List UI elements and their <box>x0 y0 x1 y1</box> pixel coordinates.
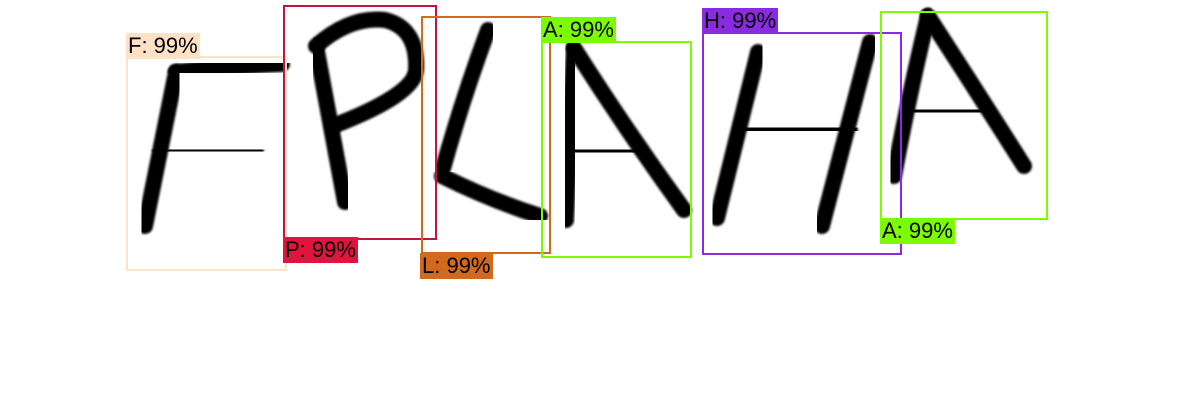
detection-box-l <box>421 16 551 254</box>
detection-box-a-first <box>541 41 692 258</box>
glyph-l <box>434 22 548 224</box>
detection-label-f: F: 99% <box>126 33 200 59</box>
detection-label-h: H: 99% <box>702 8 779 34</box>
detection-box-h <box>702 32 902 255</box>
glyph-a-second <box>886 8 1032 184</box>
detection-label-p: P: 99% <box>283 237 358 263</box>
glyph-a-first <box>558 40 692 228</box>
glyph-p <box>308 11 425 210</box>
glyph-h <box>709 34 878 234</box>
detection-box-f <box>126 56 287 271</box>
detection-box-a-second <box>880 11 1048 220</box>
detection-label-a-second: A: 99% <box>880 218 955 244</box>
detection-label-a-first: A: 99% <box>541 17 616 43</box>
detection-box-p <box>283 5 437 240</box>
glyph-f <box>137 56 290 234</box>
detection-label-l: L: 99% <box>420 253 493 279</box>
